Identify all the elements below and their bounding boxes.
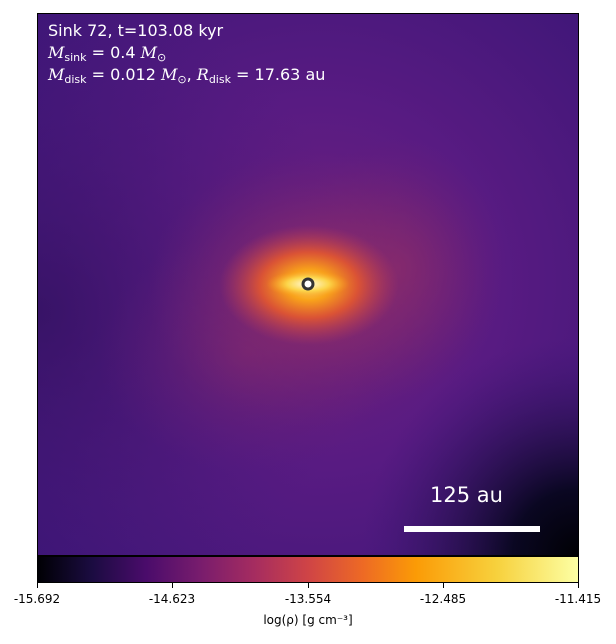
colorbar-tick-label: -14.623 xyxy=(148,592,196,606)
colorbar xyxy=(37,556,579,583)
sink-mass-label: Msink = 0.4 M⊙ xyxy=(48,43,167,64)
sink-marker xyxy=(301,277,315,291)
colorbar-tick xyxy=(308,583,309,588)
colorbar-tick-label: -15.692 xyxy=(13,592,61,606)
colorbar-tick-label: -13.554 xyxy=(284,592,332,606)
density-map-image xyxy=(38,14,578,555)
colorbar-tick xyxy=(578,583,579,588)
colorbar-tick-label: -11.415 xyxy=(554,592,602,606)
colorbar-tick xyxy=(443,583,444,588)
colorbar-tick xyxy=(172,583,173,588)
scale-bar-label: 125 au xyxy=(430,483,503,507)
colorbar-tick-label: -12.485 xyxy=(419,592,467,606)
colorbar-tick xyxy=(37,583,38,588)
disk-properties-label: Mdisk = 0.012 M⊙, Rdisk = 17.63 au xyxy=(48,65,326,86)
density-map-panel: Sink 72, t=103.08 kyr Msink = 0.4 M⊙ Mdi… xyxy=(37,13,579,556)
colorbar-title: log(ρ) [g cm⁻³] xyxy=(263,613,353,627)
sink-title: Sink 72, t=103.08 kyr xyxy=(48,21,224,40)
scale-bar xyxy=(404,526,540,532)
